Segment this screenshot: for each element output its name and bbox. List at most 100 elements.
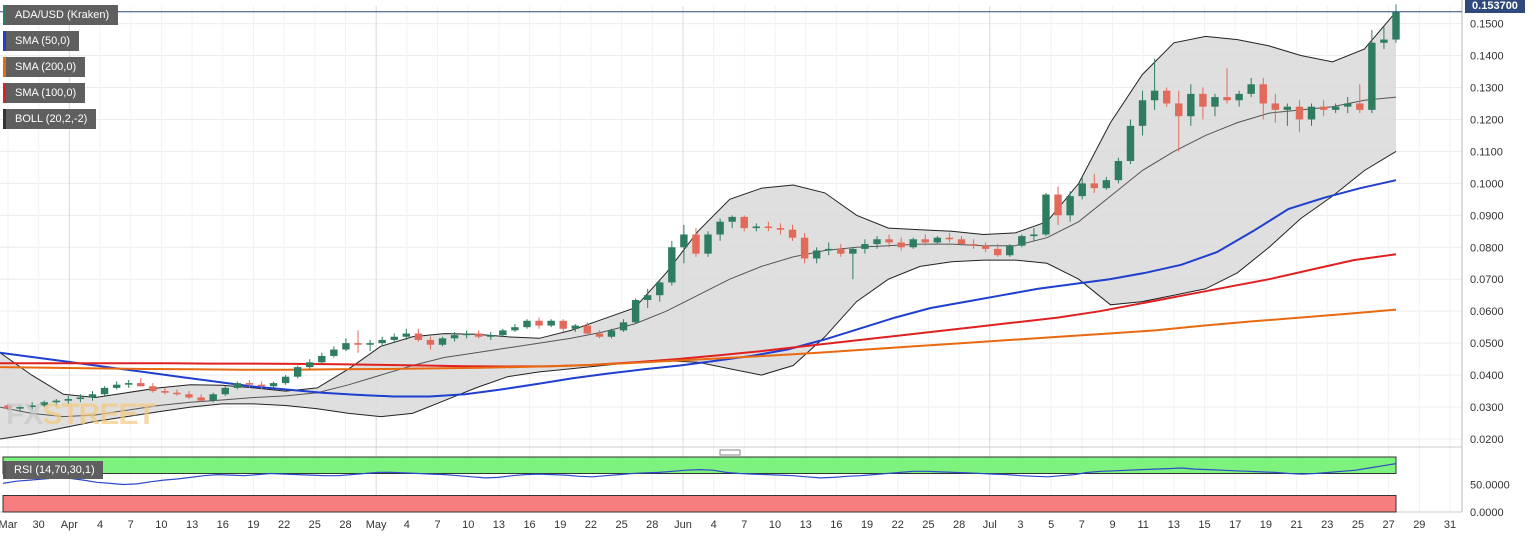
candle-body — [656, 282, 664, 296]
rsi-y-tick-label: 0.0000 — [1470, 507, 1504, 519]
x-tick-label: 28 — [339, 519, 351, 531]
candle-body — [306, 362, 314, 368]
x-tick-label: 13 — [186, 519, 198, 531]
x-tick-label: 7 — [741, 519, 747, 531]
candle-body — [1235, 93, 1243, 101]
candle-body — [933, 237, 942, 243]
x-tick-label: 16 — [830, 519, 842, 531]
x-tick-label: 25 — [615, 519, 627, 531]
rsi-panel[interactable]: 50.0000 0.0000 — [2, 456, 1510, 519]
moving-averages — [0, 179, 1397, 398]
candle-body — [1175, 103, 1183, 117]
legend-boll[interactable]: BOLL (20,2,-2) — [3, 109, 97, 129]
candle-body — [342, 343, 350, 350]
candle-body — [1271, 103, 1280, 110]
candle-body — [28, 405, 36, 408]
legend-sma200[interactable]: SMA (200,0) — [3, 57, 86, 77]
x-tick-label: 27 — [1383, 519, 1395, 531]
candle-body — [1162, 90, 1171, 104]
x-tick-label: 25 — [922, 519, 934, 531]
candle-body — [1006, 245, 1014, 256]
candle-body — [897, 242, 905, 248]
candle-body — [945, 237, 954, 240]
candle-body — [185, 394, 193, 398]
candle-body — [523, 320, 531, 328]
sma100-line — [0, 253, 1397, 368]
candle-body — [740, 216, 748, 229]
x-tick-label: 4 — [404, 519, 410, 531]
x-tick-label: 19 — [554, 519, 566, 531]
candle-body — [52, 400, 60, 403]
legend-sma50[interactable]: SMA (50,0) — [3, 31, 80, 51]
sma200-line — [0, 308, 1397, 371]
x-tick-label: 28 — [953, 519, 965, 531]
y-tick-label: 0.1300 — [1470, 82, 1504, 94]
y-tick-label: 0.1100 — [1470, 146, 1503, 158]
candle-body — [571, 325, 579, 329]
candle-body — [825, 248, 833, 251]
x-tick-label: 7 — [128, 519, 134, 531]
candle-body — [1380, 39, 1388, 43]
x-tick-label: 21 — [1290, 519, 1302, 531]
candle-body — [173, 392, 181, 395]
candle-body — [1283, 106, 1292, 110]
x-tick-label: 13 — [800, 519, 812, 531]
candle-body — [450, 335, 459, 339]
x-tick-label: 16 — [523, 519, 535, 531]
candle-body — [1030, 234, 1038, 237]
candle-body — [1090, 183, 1098, 189]
candle-body — [269, 383, 278, 387]
x-tick-label: 13 — [1168, 519, 1180, 531]
candle-body — [462, 333, 471, 336]
x-tick-label: 22 — [585, 519, 597, 531]
candle-body — [1126, 125, 1135, 161]
candle-body — [776, 228, 785, 230]
candle-body — [330, 349, 338, 356]
candle-body — [76, 397, 85, 400]
bollinger-upper — [0, 11, 1397, 399]
candle-body — [921, 239, 929, 243]
last-price-badge: 0.153700 — [1465, 0, 1525, 13]
candle-body — [812, 250, 821, 259]
rsi-overbought-zone — [2, 456, 1397, 474]
legend-rsi[interactable]: RSI (14,70,30,1) — [3, 461, 103, 479]
legend-symbol[interactable]: ADA/USD (Kraken) — [3, 5, 119, 25]
candle-body — [1054, 194, 1062, 216]
candle-body — [1114, 160, 1123, 181]
fxstreet-watermark-logo: FXSTREET — [6, 398, 156, 432]
candle-body — [475, 333, 483, 337]
candle-body — [631, 300, 640, 323]
x-tick-label: May — [366, 519, 387, 531]
x-tick-label: 10 — [769, 519, 781, 531]
candle-body — [547, 320, 555, 326]
candle-body — [1102, 180, 1111, 189]
candle-body — [257, 384, 266, 387]
panel-resize-handle — [719, 449, 741, 456]
candle-body — [643, 295, 652, 300]
candle-body — [1199, 93, 1207, 107]
x-tick-label: 19 — [247, 519, 259, 531]
x-tick-label: 28 — [646, 519, 658, 531]
x-tick-label: 11 — [1137, 519, 1148, 531]
y-tick-label: 0.1400 — [1470, 51, 1504, 63]
candle-body — [1368, 42, 1376, 110]
candle-body — [559, 320, 567, 329]
candle-body — [752, 226, 761, 229]
x-tick-label: 22 — [278, 519, 290, 531]
bollinger-bands — [0, 11, 1397, 440]
x-tick-label: 15 — [1198, 519, 1210, 531]
candle-body — [1018, 236, 1026, 246]
candle-body — [1344, 103, 1352, 107]
candle-body — [149, 386, 157, 392]
candle-body — [1042, 194, 1050, 235]
candle-body — [100, 387, 109, 395]
candle-body — [619, 322, 628, 331]
y-tick-label: 0.0500 — [1470, 338, 1504, 350]
y-tick-label: 0.0900 — [1470, 210, 1504, 222]
candle-body — [728, 216, 736, 222]
candle-body — [1307, 106, 1316, 120]
legend-sma100[interactable]: SMA (100,0) — [3, 83, 86, 103]
sma50-line — [0, 179, 1397, 398]
